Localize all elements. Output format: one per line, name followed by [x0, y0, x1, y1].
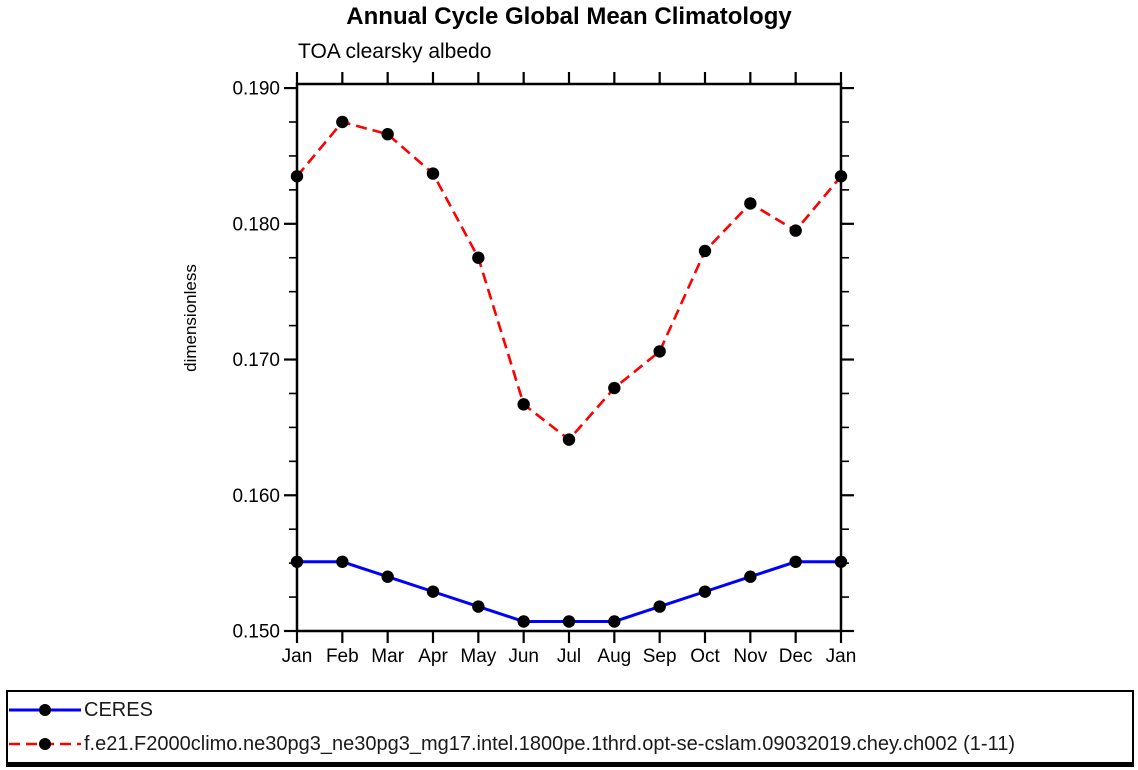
data-point-marker-ceres: [472, 600, 485, 613]
data-point-marker-ceres: [744, 570, 757, 583]
chart-title: Annual Cycle Global Mean Climatology: [346, 3, 792, 30]
data-point-marker-model: [698, 244, 712, 258]
data-point-marker-model: [608, 381, 621, 395]
x-axis-tick-label: Aug: [597, 646, 631, 667]
data-point-marker-ceres: [653, 600, 666, 613]
data-point-marker-model: [517, 398, 530, 411]
x-axis-tick-label: Sep: [643, 646, 677, 667]
legend-label-ceres: CERES: [84, 698, 153, 721]
y-axis-title: dimensionless: [181, 264, 200, 372]
plot-frame: [295, 82, 843, 633]
data-point-marker-model: [789, 224, 802, 237]
x-axis-tick-label: Dec: [779, 646, 813, 667]
y-axis-tick-label: 0.170: [232, 350, 280, 371]
legend-item-ceres: CERES: [8, 694, 1132, 726]
x-axis-tick-label: Jun: [508, 646, 539, 667]
data-point-marker-ceres: [381, 570, 394, 583]
legend-label-model: f.e21.F2000climo.ne30pg3_ne30pg3_mg17.in…: [84, 732, 1016, 755]
y-axis-tick-label: 0.150: [232, 622, 280, 643]
series-line-ceres: [297, 560, 841, 623]
data-point-marker-ceres: [562, 615, 576, 628]
data-point-marker-ceres: [336, 555, 349, 568]
data-point-marker-model: [472, 251, 485, 264]
x-axis-tick-label: Nov: [733, 646, 767, 667]
x-axis-tick-label: Mar: [371, 646, 404, 667]
chart-subtitle: TOA clearsky albedo: [298, 40, 492, 63]
x-axis-tick-label: Oct: [690, 646, 720, 667]
data-point-marker-model: [653, 345, 666, 358]
x-axis-tick-label: Jul: [557, 646, 581, 667]
x-axis-tick-label: Apr: [418, 646, 448, 667]
model-dashed-line-swatch-icon: [9, 738, 81, 750]
legend-item-model: f.e21.F2000climo.ne30pg3_ne30pg3_mg17.in…: [8, 728, 1132, 760]
data-point-marker-ceres: [608, 615, 621, 628]
y-axis-tick-label: 0.180: [232, 214, 280, 235]
data-point-marker-ceres: [290, 555, 304, 568]
x-axis-tick-label: Jan: [826, 646, 857, 667]
legend: CERES f.e21.F2000climo.ne30pg3_ne30pg3_m…: [6, 690, 1134, 767]
x-axis-tick-label: May: [460, 646, 496, 667]
data-point-marker-ceres: [426, 585, 440, 598]
data-point-marker-model: [426, 167, 440, 180]
series-line-model: [296, 120, 842, 442]
data-point-marker-model: [562, 433, 576, 446]
y-axis-tick-label: 0.160: [232, 486, 280, 507]
data-point-marker-model: [290, 170, 304, 183]
data-point-marker-model: [381, 128, 394, 141]
data-point-marker-ceres: [834, 555, 848, 568]
data-point-marker-model: [336, 115, 349, 129]
data-point-marker-model: [744, 197, 757, 210]
data-point-marker-ceres: [698, 585, 712, 598]
x-axis-tick-label: Jan: [282, 646, 313, 667]
x-axis-tick-label: Feb: [326, 646, 359, 667]
data-point-marker-ceres: [517, 615, 530, 628]
data-point-marker-model: [834, 170, 848, 183]
y-axis-tick-label: 0.190: [232, 79, 280, 100]
data-point-marker-ceres: [789, 555, 802, 568]
ceres-line-swatch-icon: [9, 704, 81, 716]
